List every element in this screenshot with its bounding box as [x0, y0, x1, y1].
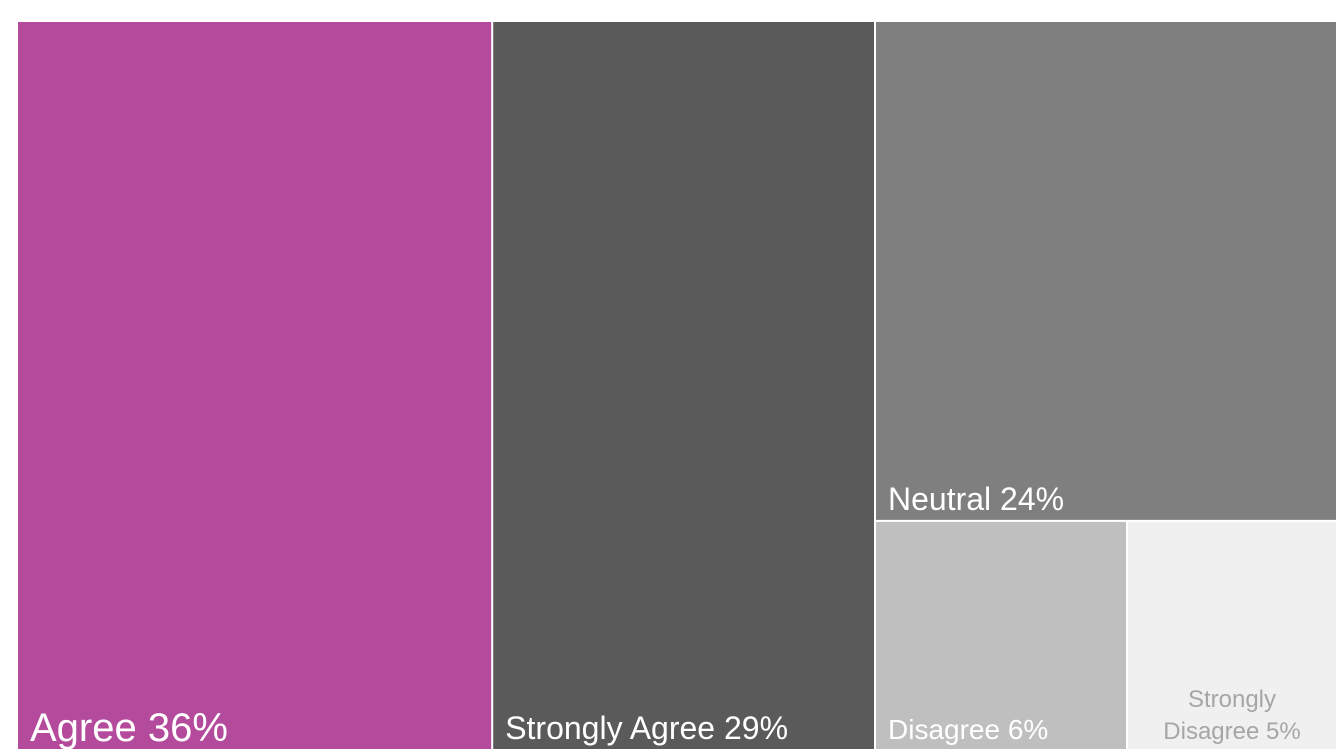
tile-rect-neutral	[876, 22, 1336, 520]
tile-strongly-agree: Strongly Agree 29%	[493, 22, 874, 749]
tile-label-strongly-agree: Strongly Agree 29%	[505, 710, 788, 746]
tile-rect-agree	[18, 22, 492, 749]
treemap-svg: Agree 36% Strongly Agree 29% Neutral 24% Di…	[18, 22, 1336, 750]
tile-label-disagree: Disagree 6%	[888, 714, 1048, 745]
tile-label-strongly-disagree-line-2: Disagree 5%	[1163, 718, 1300, 745]
tile-neutral: Neutral 24%	[876, 22, 1336, 520]
treemap-chart: Agree 36% Strongly Agree 29% Neutral 24% Di…	[18, 22, 1338, 751]
tile-rect-disagree	[876, 521, 1126, 749]
tile-rect-strongly-disagree	[1128, 521, 1336, 749]
tile-label-strongly-disagree-line-1: Strongly	[1188, 686, 1276, 713]
tile-rect-strongly-agree	[493, 22, 874, 749]
tile-disagree: Disagree 6%	[876, 521, 1126, 749]
tile-label-neutral: Neutral 24%	[888, 481, 1064, 517]
tile-agree: Agree 36%	[18, 22, 492, 750]
tile-label-agree: Agree 36%	[30, 706, 228, 750]
tile-strongly-disagree: Strongly Disagree 5%	[1128, 521, 1336, 749]
